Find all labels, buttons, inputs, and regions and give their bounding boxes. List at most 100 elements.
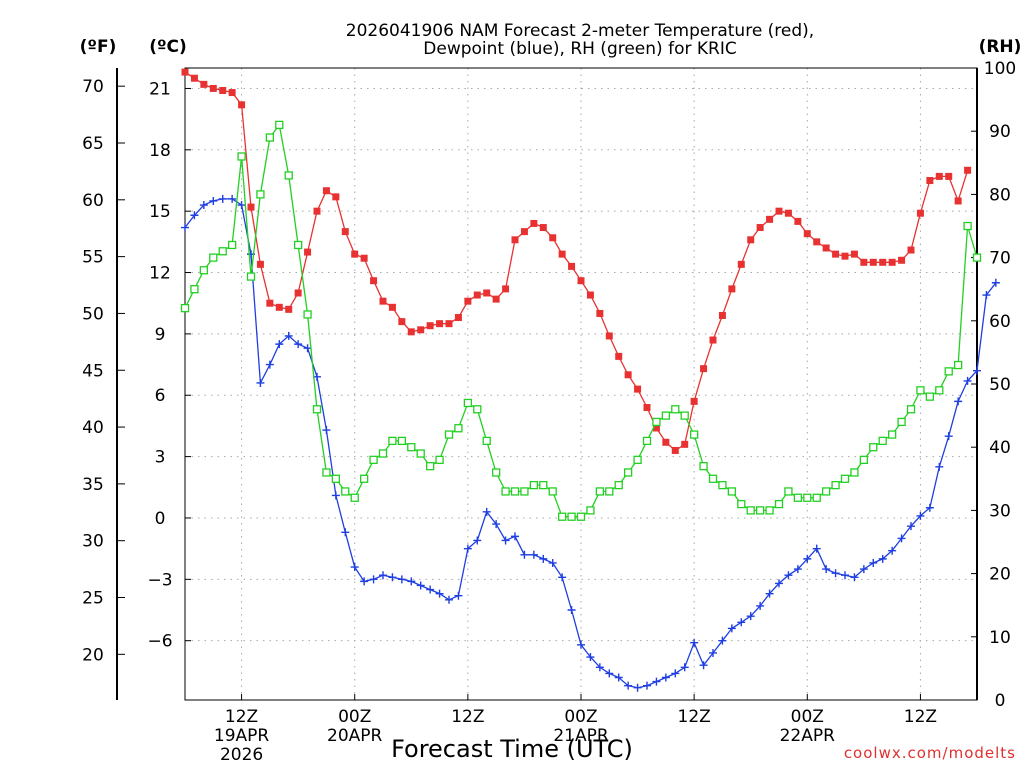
rh-point bbox=[944, 367, 953, 376]
rh-point bbox=[737, 499, 746, 509]
rh-point bbox=[680, 411, 689, 420]
dewpoint-point bbox=[407, 577, 416, 586]
rh-point bbox=[859, 455, 869, 464]
x-tick-label-date: 22APR bbox=[780, 726, 836, 746]
x-tick-label-hour: 00Z bbox=[338, 707, 371, 727]
temperature-point bbox=[935, 172, 943, 180]
dewpoint-point bbox=[397, 575, 406, 584]
temperature-point bbox=[558, 250, 566, 258]
dewpoint-point bbox=[822, 565, 831, 574]
dewpoint-point bbox=[718, 636, 727, 645]
fahrenheit-tick-label: 35 bbox=[82, 475, 104, 495]
celsius-tick-label: 21 bbox=[149, 79, 171, 99]
x-tick-label-hour: 12Z bbox=[678, 707, 711, 727]
rh-point bbox=[831, 480, 840, 490]
temperature-point bbox=[586, 291, 594, 299]
dewpoint-point bbox=[888, 546, 897, 555]
rh-point bbox=[416, 449, 425, 458]
temperature-point bbox=[304, 248, 312, 256]
rh-point bbox=[350, 493, 359, 502]
temperature-point bbox=[709, 336, 717, 344]
celsius-tick-label: −3 bbox=[147, 570, 172, 590]
dewpoint-point bbox=[756, 601, 765, 610]
dewpoint-point bbox=[643, 681, 651, 690]
dewpoint-point bbox=[586, 653, 595, 662]
dewpoint-point bbox=[803, 554, 812, 563]
rh-point bbox=[378, 449, 388, 458]
x-tick-label-year: 2026 bbox=[220, 745, 263, 765]
fahrenheit-tick-label: 60 bbox=[82, 191, 104, 211]
celsius-tick-label: 9 bbox=[155, 325, 166, 345]
dewpoint-point bbox=[831, 569, 840, 578]
dewpoint-point bbox=[907, 522, 915, 531]
fahrenheit-tick-label: 55 bbox=[82, 248, 104, 268]
temperature-point bbox=[511, 236, 519, 244]
temperature-point bbox=[850, 250, 858, 258]
temperature-point bbox=[671, 446, 679, 454]
rh-point bbox=[397, 436, 407, 446]
rh-point bbox=[652, 417, 661, 427]
rh-point bbox=[388, 436, 397, 446]
rh-tick-label: 0 bbox=[995, 691, 1006, 711]
dewpoint-point bbox=[944, 432, 953, 441]
rh-point bbox=[963, 221, 972, 231]
rh-point bbox=[218, 247, 227, 256]
rh-point bbox=[491, 468, 501, 477]
dewpoint-point bbox=[746, 612, 755, 621]
rh-point bbox=[906, 405, 916, 414]
x-tick-label-date: 21APR bbox=[553, 726, 609, 746]
chart-subtitle: Dewpoint (blue), RH (green) for KRIC bbox=[423, 39, 736, 59]
dewpoint-point bbox=[614, 673, 623, 682]
temperature-point bbox=[426, 322, 434, 330]
temperature-point bbox=[351, 250, 359, 258]
rh-point bbox=[341, 487, 350, 496]
fahrenheit-unit-label: (ºF) bbox=[80, 37, 117, 57]
temperature-point bbox=[954, 197, 962, 205]
dewpoint-point bbox=[595, 663, 604, 672]
fahrenheit-tick-label: 45 bbox=[82, 361, 104, 381]
x-tick-label-hour: 00Z bbox=[564, 707, 597, 727]
celsius-tick-label: 3 bbox=[155, 448, 166, 468]
temperature-point bbox=[662, 438, 670, 446]
rh-point bbox=[284, 171, 293, 180]
rh-point bbox=[482, 436, 491, 446]
dewpoint-point bbox=[379, 571, 387, 580]
rh-point bbox=[501, 487, 510, 496]
rh-point bbox=[209, 253, 218, 262]
dewpoint-point bbox=[624, 681, 633, 690]
dewpoint-point bbox=[793, 565, 802, 574]
dewpoint-point bbox=[775, 579, 783, 588]
data-series bbox=[180, 68, 1000, 692]
dewpoint-point bbox=[256, 378, 265, 387]
rh-point bbox=[180, 304, 190, 313]
rh-point bbox=[746, 506, 755, 515]
temperature-point bbox=[652, 424, 660, 432]
fahrenheit-tick-label: 50 bbox=[82, 304, 104, 324]
temperature-point bbox=[549, 234, 557, 242]
rh-point bbox=[925, 392, 935, 401]
rh-point bbox=[633, 455, 642, 464]
rh-point bbox=[322, 468, 331, 477]
dewpoint-point bbox=[784, 571, 793, 580]
dewpoint-point bbox=[859, 565, 868, 574]
dewpoint-point bbox=[709, 648, 717, 657]
rh-point bbox=[444, 430, 454, 439]
temperature-point bbox=[454, 314, 462, 322]
x-axis-label: Forecast Time (UTC) bbox=[391, 735, 633, 763]
rh-tick-label: 90 bbox=[989, 122, 1011, 142]
rh-point bbox=[529, 480, 539, 490]
grid-lines bbox=[185, 68, 977, 700]
axes: −6 −3 0 3 6 9 12 15 18 21 20 25 30 35 40 45 50 55 60 65 70 0 1… bbox=[82, 59, 1016, 765]
temperature-point bbox=[473, 291, 481, 299]
plot-frame bbox=[184, 67, 978, 701]
dewpoint-point bbox=[633, 683, 642, 692]
dewpoint-point bbox=[388, 573, 397, 582]
rh-point bbox=[642, 436, 652, 446]
rh-point bbox=[935, 386, 944, 395]
temperature-point bbox=[624, 371, 632, 379]
temperature-line bbox=[184, 71, 969, 452]
dewpoint-point bbox=[878, 554, 887, 563]
dewpoint-point bbox=[548, 558, 557, 567]
rh-point bbox=[510, 487, 520, 496]
temperature-point bbox=[718, 311, 726, 319]
